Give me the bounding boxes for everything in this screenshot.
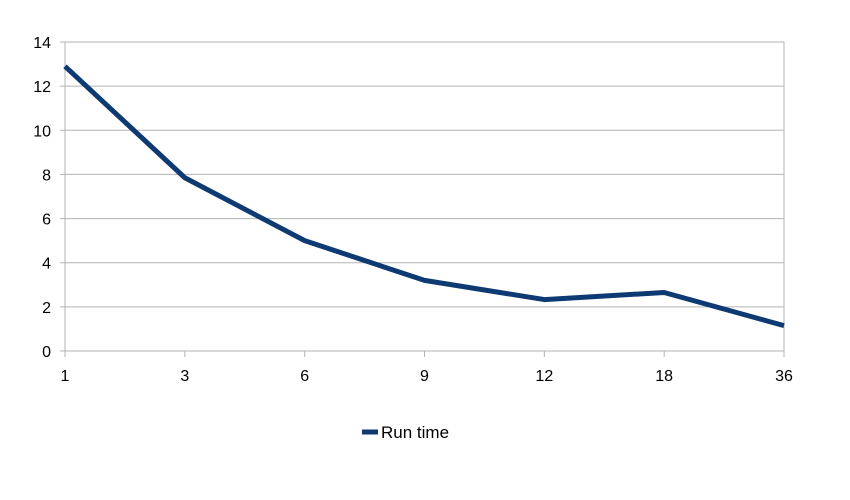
- x-tick-label: 18: [655, 368, 673, 385]
- series-layer: [63, 64, 785, 329]
- y-axis-tick-labels: 0 2 4 6 8 10 12 14: [33, 35, 51, 361]
- axes: [60, 41, 785, 357]
- x-tick-label: 12: [535, 368, 553, 385]
- y-tick-label: 2: [42, 300, 51, 317]
- x-tick-label: 9: [420, 368, 429, 385]
- x-axis-tick-labels: 1 3 6 9 12 18 36: [61, 368, 793, 385]
- y-tick-label: 0: [42, 344, 51, 361]
- y-tick-label: 8: [42, 167, 51, 184]
- y-tick-label: 12: [33, 79, 51, 96]
- series-line-run-time: [63, 64, 785, 329]
- legend: Run time: [362, 423, 449, 442]
- y-tick-label: 4: [42, 256, 51, 273]
- y-tick-label: 14: [33, 35, 51, 52]
- y-tick-label: 10: [33, 123, 51, 140]
- legend-label-run-time: Run time: [381, 423, 449, 442]
- x-tick-label: 1: [61, 368, 70, 385]
- grid-lines: [65, 41, 784, 352]
- x-tick-label: 6: [300, 368, 309, 385]
- x-tick-label: 3: [180, 368, 189, 385]
- x-tick-label: 36: [775, 368, 793, 385]
- y-tick-label: 6: [42, 212, 51, 229]
